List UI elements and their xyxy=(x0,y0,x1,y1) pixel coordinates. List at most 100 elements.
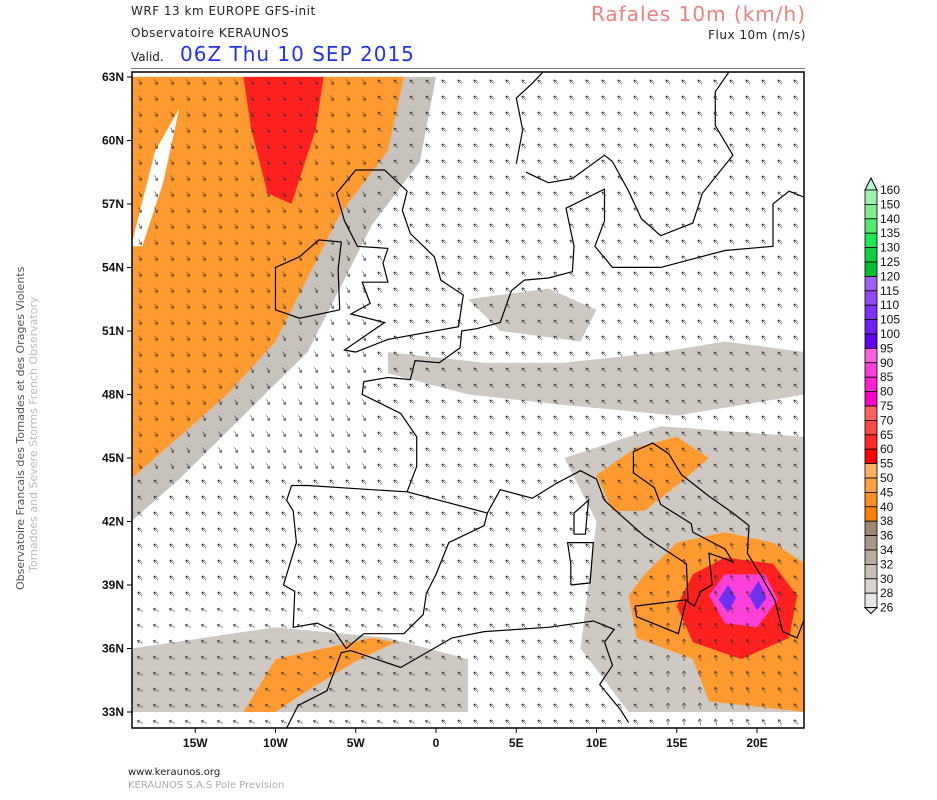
colorbar-label: 32 xyxy=(880,557,894,571)
colorbar-label: 90 xyxy=(880,356,894,370)
gust-fields xyxy=(132,76,804,712)
colorbar-bottom-arrow xyxy=(863,607,879,615)
colorbar-swatch xyxy=(864,405,878,421)
valid-time: 06Z Thu 10 SEP 2015 xyxy=(180,42,415,66)
colorbar-label: 100 xyxy=(880,327,900,341)
colorbar-swatch xyxy=(864,477,878,493)
colorbar-label: 40 xyxy=(880,500,894,514)
colorbar-label: 120 xyxy=(880,269,900,283)
italy-orange-area xyxy=(596,436,709,511)
colorbar-swatch xyxy=(864,290,878,306)
colorbar-label: 26 xyxy=(880,601,894,615)
lat-label: 45N xyxy=(102,451,124,465)
lat-label: 39N xyxy=(102,578,124,592)
colorbar-label: 125 xyxy=(880,255,900,269)
colorbar-swatch xyxy=(864,391,878,407)
lon-label: 10W xyxy=(263,736,288,750)
lon-label: 20E xyxy=(746,736,767,750)
map-frame xyxy=(131,71,805,729)
model-label: WRF 13 km EUROPE GFS-init xyxy=(131,4,316,18)
colorbar-label: 80 xyxy=(880,385,894,399)
lon-label: 10E xyxy=(586,736,607,750)
footer-url[interactable]: www.keraunos.org xyxy=(128,767,221,778)
lat-label: 60N xyxy=(102,134,124,148)
colorbar-swatch xyxy=(864,506,878,522)
valid-label: Valid. xyxy=(131,50,164,64)
lat-label: 51N xyxy=(102,324,124,338)
coastline-norway xyxy=(515,72,544,164)
europe-grey-2-area xyxy=(468,288,597,342)
coastline-corsica xyxy=(573,498,590,535)
lon-label: 0 xyxy=(433,736,440,750)
coastline-sardinia xyxy=(566,541,594,586)
lon-label: 5E xyxy=(509,736,524,750)
colorbar-label: 45 xyxy=(880,485,894,499)
coastline-sicily xyxy=(634,599,688,635)
colorbar-swatch xyxy=(864,347,878,364)
colorbar-swatch xyxy=(864,304,878,321)
colorbar-label: 130 xyxy=(880,241,900,255)
coastline-north xyxy=(291,188,804,493)
lon-label: 5W xyxy=(347,736,366,750)
colorbar-label: 105 xyxy=(880,313,900,327)
colorbar-label: 30 xyxy=(880,572,894,586)
colorbar-label: 85 xyxy=(880,370,894,384)
colorbar-swatch xyxy=(864,319,878,335)
wind-vectors xyxy=(137,79,799,726)
colorbar-label: 110 xyxy=(880,298,899,312)
lat-label: 33N xyxy=(102,705,124,719)
norwegian-sea-red-area xyxy=(243,76,324,204)
colorbar-label: 28 xyxy=(880,586,894,600)
colorbar-swatch xyxy=(864,232,878,248)
colorbar-swatch xyxy=(864,520,878,537)
colorbar-swatch xyxy=(864,218,878,234)
colorbar-label: 34 xyxy=(880,543,894,557)
lat-label: 48N xyxy=(102,388,124,402)
colorbar-swatch xyxy=(864,203,878,220)
europe-grey-1-area xyxy=(387,341,804,416)
coastline-north-africa xyxy=(286,620,630,728)
colorbar-label: 160 xyxy=(880,183,900,197)
colorbar-swatch xyxy=(864,578,878,594)
footer-company: KERAUNOS S.A.S Pole Prevision xyxy=(128,780,285,791)
side-credit: Observatoire Francais des Tornades et de… xyxy=(14,267,40,590)
lon-label: 15E xyxy=(666,736,687,750)
colorbar-label: 140 xyxy=(880,212,900,226)
storm-purple-2-area xyxy=(749,580,767,611)
colorbar-swatch xyxy=(864,434,878,450)
lat-label: 36N xyxy=(102,642,124,656)
colorbar-label: 135 xyxy=(880,226,900,240)
lat-label: 42N xyxy=(102,515,124,529)
field-subtitle: Flux 10m (m/s) xyxy=(708,28,806,42)
colorbar-label: 70 xyxy=(880,413,894,427)
colorbar-top-arrow xyxy=(864,176,878,191)
side-credit-en: Tornadoes and Severe Storms French Obser… xyxy=(27,296,40,572)
field-title: Rafales 10m (km/h) xyxy=(590,2,806,26)
atlantic-orange-area xyxy=(132,76,404,479)
colorbar-label: 55 xyxy=(880,457,894,471)
colorbar-label: 75 xyxy=(880,399,894,413)
colorbar-swatch xyxy=(864,463,878,479)
colorbar-label: 65 xyxy=(880,428,894,442)
header-divider xyxy=(131,68,805,69)
colorbar-label: 38 xyxy=(880,514,894,528)
wind-arrows xyxy=(137,79,799,726)
colorbar-swatch xyxy=(864,419,878,436)
colorbar-label: 60 xyxy=(880,442,894,456)
colorbar-swatch xyxy=(864,247,878,263)
lat-label: 54N xyxy=(102,261,124,275)
lat-label: 57N xyxy=(102,197,124,211)
colorbar-swatch xyxy=(864,333,878,349)
colorbar-swatch xyxy=(864,535,878,551)
lat-label: 63N xyxy=(102,70,124,84)
colorbar-swatch xyxy=(864,448,878,465)
coastline-iberia-south xyxy=(282,485,489,650)
colorbar-swatch xyxy=(864,261,878,277)
coastline-scandinavia-south xyxy=(525,72,734,237)
lon-label: 15W xyxy=(183,736,208,750)
colorbar-swatch xyxy=(864,491,878,508)
colorbar-label: 36 xyxy=(880,529,894,543)
colorbar-swatch xyxy=(864,376,878,393)
colorbar-label: 150 xyxy=(880,197,900,211)
